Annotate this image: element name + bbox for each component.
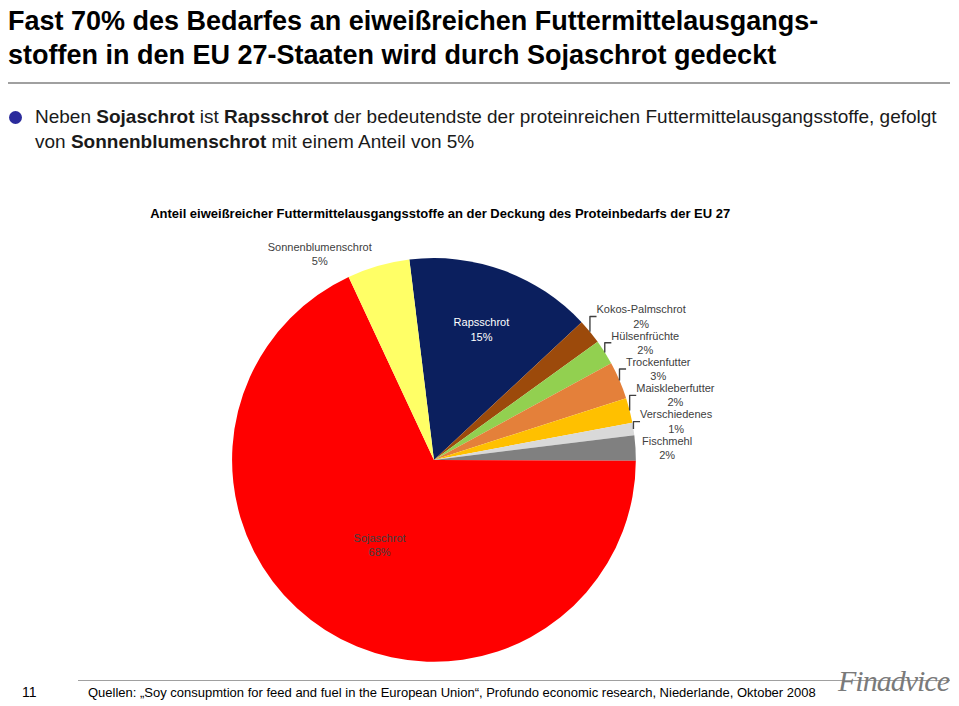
- svg-text:Fischmehl2%: Fischmehl2%: [642, 435, 692, 461]
- svg-text:Rapsschrot15%: Rapsschrot15%: [454, 316, 510, 342]
- html-text:11: 11: [22, 684, 37, 700]
- html-text:Finadvice: Finadvice: [838, 664, 949, 697]
- svg-text:Trockenfutter3%: Trockenfutter3%: [626, 356, 691, 382]
- html-text:Quellen: „Soy consupmtion for: Quellen: „Soy consupmtion for feed and f…: [88, 685, 816, 700]
- svg-text:Sonnenblumenschrot5%: Sonnenblumenschrot5%: [268, 241, 372, 267]
- html-text:Neben Sojaschrot ist Rapsschro: Neben Sojaschrot ist Rapsschrot der bede…: [35, 106, 937, 152]
- html-text:Fast 70% des Bedarfes an eiwei: Fast 70% des Bedarfes an eiweißreichen F…: [8, 6, 819, 36]
- svg-text:Verschiedenes1%: Verschiedenes1%: [640, 408, 713, 434]
- svg-text:Sojaschrot68%: Sojaschrot68%: [354, 532, 406, 558]
- svg-text:Kokos-Palmschrot2%: Kokos-Palmschrot2%: [597, 303, 686, 329]
- html-text:stoffen in den EU 27-Staaten w: stoffen in den EU 27-Staaten wird durch …: [8, 40, 777, 70]
- svg-text:Anteil eiweißreicher Futtermit: Anteil eiweißreicher Futtermittelausgang…: [150, 206, 730, 221]
- svg-text:Hülsenfrüchte2%: Hülsenfrüchte2%: [611, 330, 679, 356]
- svg-text:Maiskleberfutter2%: Maiskleberfutter2%: [636, 382, 715, 408]
